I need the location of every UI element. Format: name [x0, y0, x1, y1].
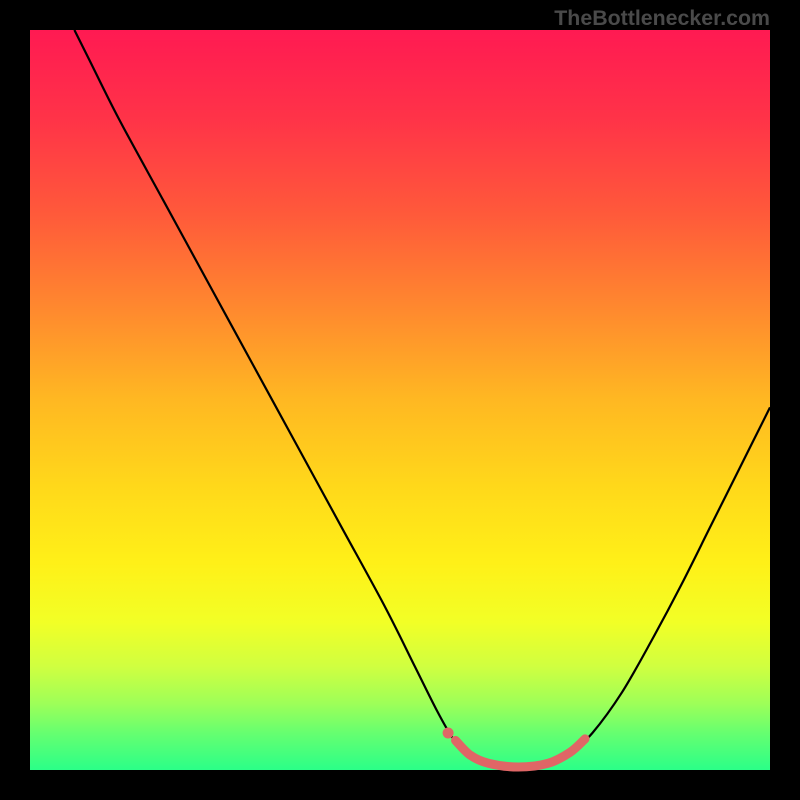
source-watermark: TheBottlenecker.com	[554, 6, 770, 31]
curve-layer	[30, 30, 770, 770]
bottleneck-curve	[74, 30, 770, 768]
plot-area	[30, 30, 770, 770]
chart-container: TheBottlenecker.com	[0, 0, 800, 800]
highlight-curve	[456, 739, 586, 767]
highlight-marker	[443, 728, 454, 739]
